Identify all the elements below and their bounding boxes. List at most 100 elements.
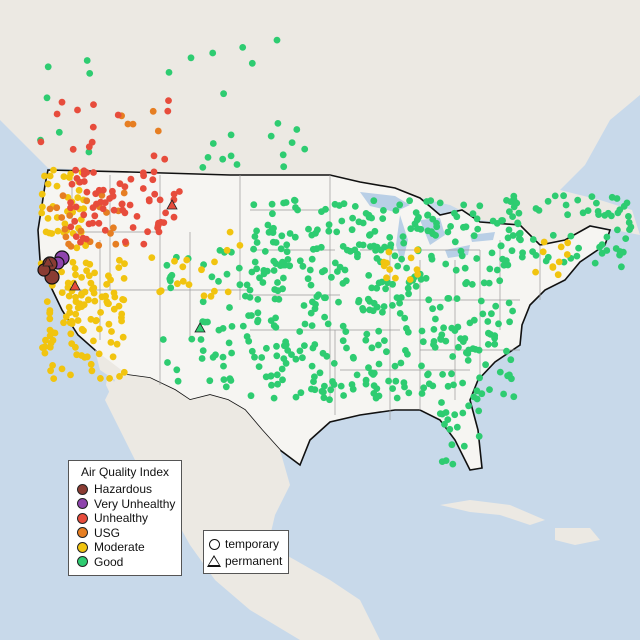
monitor-marker bbox=[78, 290, 85, 298]
monitor-marker bbox=[222, 383, 230, 391]
monitor-marker bbox=[405, 290, 412, 298]
monitor-marker bbox=[68, 320, 76, 327]
monitor-marker bbox=[207, 292, 215, 300]
monitor-marker bbox=[486, 265, 494, 273]
monitor-marker bbox=[373, 255, 381, 262]
monitor-marker bbox=[396, 299, 403, 307]
monitor-marker bbox=[359, 219, 367, 227]
monitor-marker bbox=[171, 257, 178, 265]
monitor-marker bbox=[339, 337, 347, 345]
monitor-marker bbox=[68, 180, 76, 188]
monitor-marker bbox=[418, 327, 426, 335]
monitor-marker bbox=[403, 264, 410, 272]
monitor-marker bbox=[588, 193, 596, 201]
monitor-marker bbox=[445, 295, 453, 302]
monitor-marker bbox=[432, 232, 439, 239]
monitor-marker bbox=[397, 359, 405, 367]
aqi-legend-title: Air Quality Index bbox=[80, 465, 170, 479]
monitor-marker bbox=[167, 284, 175, 292]
monitor-marker bbox=[78, 274, 85, 281]
monitor-marker bbox=[400, 239, 408, 247]
monitor-marker bbox=[151, 190, 159, 198]
monitor-marker bbox=[280, 163, 288, 171]
monitor-marker bbox=[227, 152, 235, 160]
monitor-marker bbox=[148, 254, 156, 261]
monitor-marker bbox=[380, 262, 388, 270]
monitor-marker bbox=[461, 335, 469, 342]
monitor-marker bbox=[259, 279, 267, 286]
legend-label: Hazardous bbox=[94, 482, 153, 497]
monitor-marker bbox=[391, 252, 399, 260]
monitor-marker bbox=[149, 107, 157, 115]
monitor-marker bbox=[97, 309, 104, 316]
monitor-marker bbox=[392, 377, 400, 385]
monitor-marker bbox=[331, 259, 339, 267]
monitor-marker bbox=[89, 204, 97, 212]
monitor-marker bbox=[74, 317, 82, 324]
monitor-marker bbox=[594, 208, 602, 215]
legend-row-moderate: Moderate bbox=[69, 540, 181, 555]
monitor-marker bbox=[455, 343, 462, 351]
monitor-marker bbox=[438, 399, 445, 406]
monitor-marker bbox=[296, 328, 304, 335]
mexico-land bbox=[95, 350, 380, 640]
monitor-marker bbox=[308, 362, 316, 370]
monitor-marker bbox=[439, 371, 446, 378]
monitor-marker bbox=[560, 192, 567, 200]
monitor-marker bbox=[150, 168, 158, 176]
monitor-marker bbox=[284, 256, 292, 263]
monitor-marker bbox=[86, 70, 94, 77]
monitor-marker bbox=[62, 313, 70, 321]
monitor-marker bbox=[204, 154, 212, 161]
monitor-marker bbox=[442, 409, 450, 416]
monitor-marker bbox=[401, 383, 408, 391]
monitor-marker bbox=[90, 169, 97, 176]
monitor-marker bbox=[225, 339, 233, 347]
monitor-marker bbox=[272, 239, 280, 246]
legend-swatch bbox=[77, 527, 88, 539]
monitor-marker bbox=[267, 317, 275, 324]
monitor-marker bbox=[41, 349, 49, 357]
monitor-marker bbox=[97, 198, 105, 206]
monitor-marker bbox=[306, 266, 314, 274]
monitor-marker bbox=[359, 241, 367, 249]
monitor-marker bbox=[161, 155, 169, 163]
monitor-marker bbox=[322, 205, 329, 213]
monitor-marker bbox=[310, 378, 317, 385]
monitor-marker bbox=[458, 252, 466, 260]
monitor-marker bbox=[399, 233, 407, 241]
monitor-marker bbox=[54, 227, 62, 235]
monitor-marker bbox=[66, 212, 74, 219]
monitor-marker bbox=[85, 272, 93, 280]
monitor-marker bbox=[53, 204, 61, 212]
monitor-marker bbox=[347, 247, 354, 255]
monitor-marker bbox=[46, 343, 54, 351]
monitor-marker bbox=[504, 372, 511, 380]
monitor-marker bbox=[427, 197, 435, 205]
monitor-marker bbox=[144, 228, 152, 236]
monitor-marker bbox=[274, 120, 282, 127]
monitor-marker bbox=[338, 217, 346, 225]
monitor-marker bbox=[120, 368, 128, 376]
legend-row-very-unhealthy: Very Unhealthy bbox=[69, 497, 181, 512]
legend-row-hazardous: Hazardous bbox=[69, 482, 181, 497]
monitor-marker bbox=[341, 266, 349, 274]
monitor-marker bbox=[85, 143, 93, 151]
monitor-marker bbox=[619, 248, 627, 256]
monitor-marker bbox=[83, 197, 91, 205]
monitor-marker bbox=[200, 292, 208, 300]
monitor-marker bbox=[549, 263, 557, 271]
monitor-marker bbox=[292, 355, 300, 363]
monitor-marker bbox=[50, 375, 58, 382]
monitor-marker bbox=[99, 205, 107, 213]
monitor-marker bbox=[424, 371, 431, 379]
monitor-marker bbox=[359, 305, 366, 312]
monitor-marker bbox=[444, 382, 452, 390]
monitor-marker bbox=[262, 373, 270, 381]
monitor-marker bbox=[348, 381, 356, 388]
monitor-marker bbox=[270, 322, 278, 330]
monitor-marker bbox=[38, 209, 46, 217]
monitor-marker bbox=[98, 192, 106, 199]
monitor-marker bbox=[119, 296, 126, 303]
legend-label: Very Unhealthy bbox=[94, 496, 176, 511]
